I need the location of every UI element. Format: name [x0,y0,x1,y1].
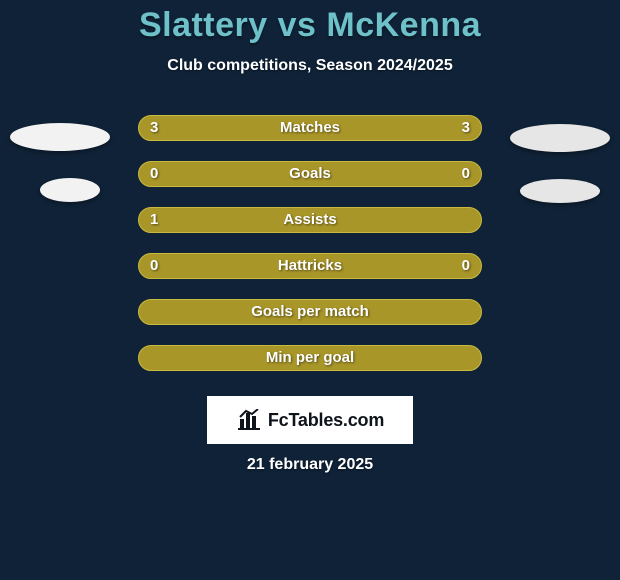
page-title: Slattery vs McKenna [0,0,620,45]
stat-bar [138,299,482,325]
footer-date: 21 february 2025 [0,456,620,474]
branding-badge: FcTables.com [207,396,413,444]
stat-row: 0 Hattricks 0 [0,243,620,289]
stat-rows: 3 Matches 3 0 Goals 0 1 Assists 0 Hattri… [0,105,620,381]
stat-right-value: 3 [462,115,470,141]
stat-left-value: 0 [150,161,158,187]
stat-row: Min per goal [0,335,620,381]
branding-text: FcTables.com [268,410,384,431]
stat-left-value: 0 [150,253,158,279]
stat-bar [138,345,482,371]
stat-bar [138,207,482,233]
stat-right-value: 0 [462,161,470,187]
bar-chart-icon [236,409,262,431]
stat-bar [138,115,482,141]
stat-left-value: 1 [150,207,158,233]
stat-bar [138,161,482,187]
stat-bar [138,253,482,279]
stat-right-value: 0 [462,253,470,279]
stat-row: Goals per match [0,289,620,335]
comparison-infographic: Slattery vs McKenna Club competitions, S… [0,0,620,580]
stat-row: 1 Assists [0,197,620,243]
stat-left-value: 3 [150,115,158,141]
stat-row: 3 Matches 3 [0,105,620,151]
page-subtitle: Club competitions, Season 2024/2025 [0,57,620,75]
stat-row: 0 Goals 0 [0,151,620,197]
